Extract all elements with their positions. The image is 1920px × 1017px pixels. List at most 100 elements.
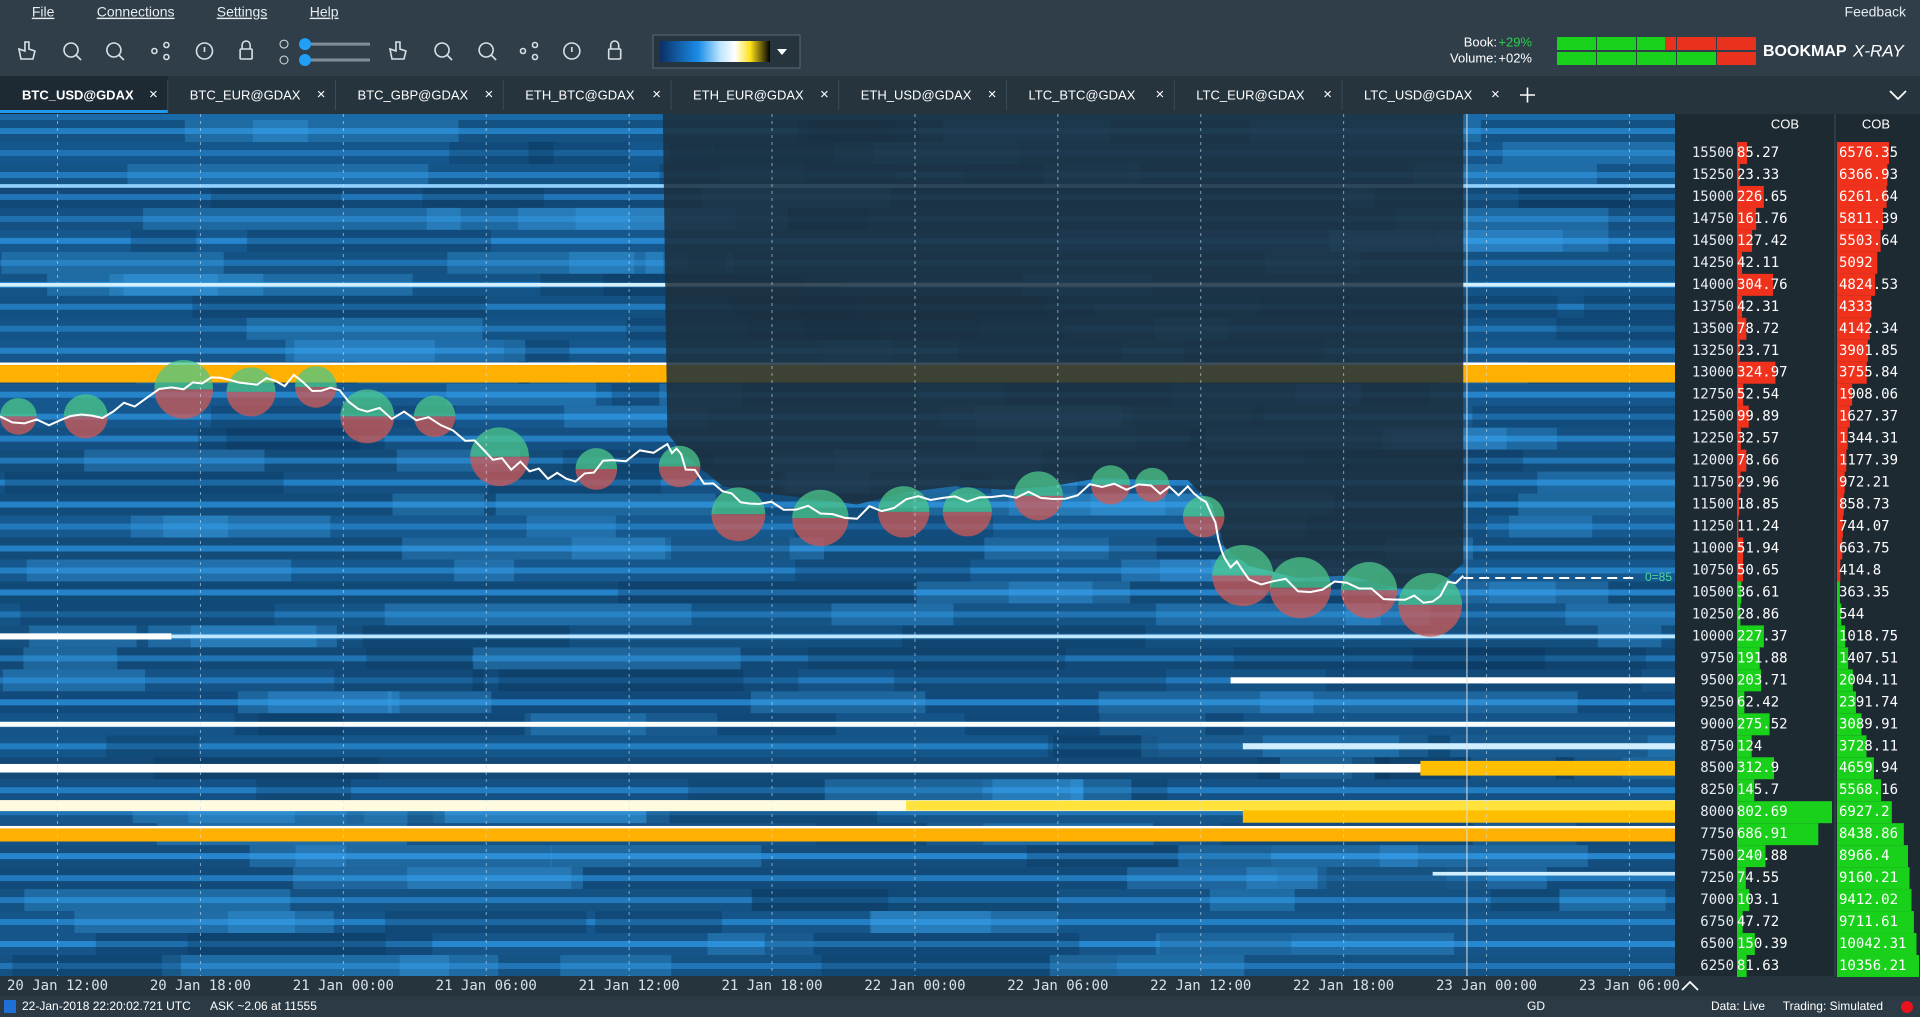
tab-close[interactable]: × [1156, 86, 1165, 103]
slider-thumb[interactable] [299, 38, 311, 51]
price-level: 6250 [1700, 958, 1734, 974]
cob-bar [1737, 867, 1746, 890]
slider-icon [279, 39, 289, 49]
tab-close[interactable]: × [652, 86, 661, 103]
heat-patch [1565, 603, 1675, 626]
tab-label[interactable]: ETH_EUR@GDAX [693, 87, 804, 102]
tab-close[interactable]: × [988, 86, 997, 103]
tab-close[interactable]: × [485, 86, 494, 103]
heat-patch [560, 955, 672, 976]
price-level: 9250 [1700, 694, 1734, 710]
cob-bar [1737, 361, 1776, 384]
tab-label[interactable]: BTC_GBP@GDAX [358, 87, 469, 102]
icon [118, 54, 125, 61]
feedback-link[interactable]: Feedback [1845, 4, 1907, 20]
tab-close[interactable]: × [1491, 86, 1500, 103]
price-level: 15250 [1692, 167, 1734, 183]
icon [106, 42, 122, 58]
heat-patch [1049, 955, 1245, 976]
toolbar-button[interactable] [239, 40, 253, 60]
toolbar-button[interactable] [388, 41, 407, 60]
brand-suffix: X-RAY [1852, 41, 1905, 60]
menu-item[interactable]: Help [310, 4, 339, 20]
cob-value: 1018.75 [1839, 628, 1898, 644]
heat-level [0, 743, 1675, 750]
trade-bubble-buy [295, 366, 337, 387]
toolbar-button[interactable] [607, 40, 622, 60]
trade-bubble-buy [1398, 573, 1463, 605]
cob-value: 28.86 [1737, 606, 1779, 622]
cob-bar [1837, 471, 1845, 494]
tab-label[interactable]: BTC_USD@GDAX [22, 87, 134, 102]
toolbar-button[interactable] [519, 41, 539, 61]
heat-patch [1472, 405, 1675, 428]
price-level: 11750 [1692, 475, 1734, 491]
toolbar-button[interactable] [17, 41, 36, 60]
cob-value: 4142.34 [1839, 321, 1898, 337]
scroll-up[interactable] [1681, 980, 1699, 991]
cob-bar [1737, 449, 1747, 472]
heat-patch [402, 537, 666, 560]
tabs-menu[interactable] [1889, 90, 1907, 101]
tab-label[interactable]: LTC_BTC@GDAX [1029, 87, 1136, 102]
heat-patch [1508, 515, 1593, 538]
time-label: 22 Jan 06:00 [1007, 978, 1108, 994]
cob-bar [1837, 823, 1904, 846]
cob-bar [1837, 669, 1853, 692]
heat-patch [384, 603, 692, 626]
heat-patch [894, 669, 1166, 692]
tab-label[interactable]: BTC_EUR@GDAX [190, 87, 301, 102]
last-price-label: 0=85 [1645, 570, 1672, 584]
liquidity-band [1420, 760, 1675, 776]
add-tab[interactable] [1520, 87, 1535, 103]
cob-value: 1627.37 [1839, 409, 1898, 425]
cob-bar [1837, 163, 1888, 186]
toolbar-button[interactable] [63, 42, 82, 61]
trade-bubble-buy [1013, 471, 1063, 496]
status-data: Data: Live [1711, 999, 1765, 1013]
toolbar-button[interactable] [151, 41, 170, 61]
menu-item[interactable]: Settings [217, 4, 268, 20]
heat-patch [237, 691, 392, 714]
status-ask: ASK ~2.06 at 11555 [210, 999, 317, 1013]
cob-bar [1837, 647, 1849, 670]
tab-close[interactable]: × [1323, 86, 1332, 103]
toolbar-button[interactable] [434, 42, 453, 61]
tab-label[interactable]: LTC_EUR@GDAX [1196, 87, 1305, 102]
toolbar-button[interactable] [563, 42, 581, 60]
trade-bubble-buy [658, 445, 701, 467]
tab-label[interactable]: ETH_USD@GDAX [861, 87, 972, 102]
tab-close[interactable]: × [149, 86, 158, 103]
price-level: 12500 [1692, 409, 1734, 425]
heat-level [0, 677, 1675, 684]
tab-active[interactable] [0, 76, 168, 114]
toolbar-button[interactable] [106, 42, 125, 61]
slider-thumb[interactable] [299, 54, 311, 66]
menu-item[interactable]: File [32, 4, 55, 20]
menu-item[interactable]: Connections [97, 4, 175, 20]
cob-bar [1737, 405, 1749, 428]
heat-patch [473, 647, 741, 670]
volume-value: +02% [1498, 50, 1532, 65]
cob-value: 3089.91 [1839, 716, 1898, 732]
cob-value: 4659.94 [1839, 760, 1898, 776]
heat-patch [426, 207, 736, 230]
tab-close[interactable]: × [820, 86, 829, 103]
tab-close[interactable]: × [317, 86, 326, 103]
icon [434, 42, 450, 58]
tab-label[interactable]: LTC_USD@GDAX [1364, 87, 1473, 102]
heat-patch [1209, 889, 1295, 912]
toolbar-button[interactable] [195, 42, 214, 60]
cob-bar [1737, 889, 1750, 912]
toolbar-button[interactable] [478, 42, 497, 61]
trade-bubble-sell [63, 416, 108, 439]
trade-bubble-buy [154, 360, 214, 390]
tab-label[interactable]: ETH_BTC@GDAX [525, 87, 635, 102]
cob-bar [1837, 933, 1917, 956]
price-level: 7250 [1700, 870, 1734, 886]
heat-patch [210, 185, 342, 208]
price-level: 8250 [1700, 782, 1734, 798]
cob-bar [1737, 339, 1740, 362]
cob-value: 240.88 [1737, 848, 1788, 864]
